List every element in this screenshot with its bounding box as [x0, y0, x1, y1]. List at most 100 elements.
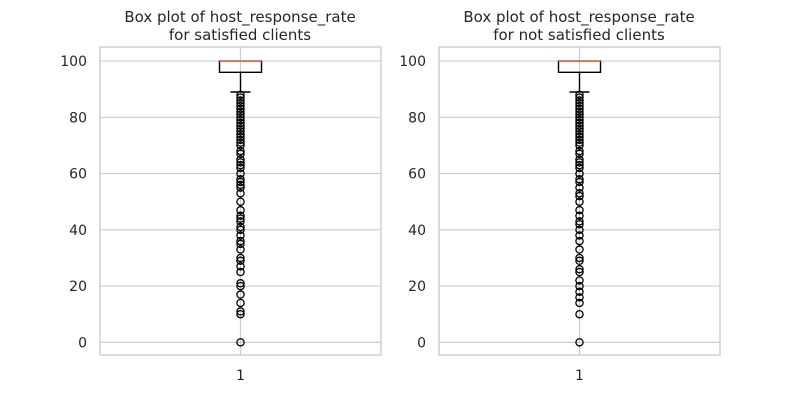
- outlier-point: [236, 135, 245, 145]
- outlier-point: [236, 262, 245, 271]
- chart-title-line-2: for satisfied clients: [169, 26, 311, 44]
- outlier-point: [236, 205, 245, 215]
- outlier-point: [575, 338, 584, 347]
- outlier-point: [236, 174, 245, 184]
- outlier-point: [236, 113, 245, 122]
- outlier-point: [236, 211, 245, 221]
- outlier-point: [575, 124, 584, 133]
- chart-title-line-1: Box plot of host_response_rate: [124, 8, 355, 27]
- outlier-point: [575, 113, 584, 122]
- y-tick-label: 0: [78, 335, 87, 351]
- outlier-point: [236, 267, 245, 277]
- outlier-point: [236, 180, 245, 190]
- chart-title-line-1: Box plot of host_response_rate: [463, 8, 694, 27]
- outlier-point: [575, 93, 584, 102]
- outlier-point: [236, 127, 245, 136]
- outlier-point: [575, 99, 584, 108]
- outlier-point: [236, 149, 245, 159]
- outlier-point: [236, 99, 245, 108]
- outlier-point: [575, 121, 584, 131]
- outlier-point: [236, 256, 245, 266]
- outlier-point: [575, 293, 584, 302]
- outlier-point: [575, 197, 584, 206]
- outlier-point: [575, 225, 584, 235]
- outlier-point: [575, 110, 584, 119]
- outlier-point: [236, 183, 245, 192]
- outlier-point: [575, 129, 584, 139]
- outlier-point: [575, 155, 584, 164]
- outlier-point: [236, 253, 245, 263]
- outlier-point: [236, 132, 245, 142]
- outlier-point: [575, 189, 584, 198]
- outlier-point: [236, 110, 245, 119]
- outlier-point: [575, 177, 584, 187]
- outlier-point: [575, 163, 584, 173]
- outlier-point: [575, 236, 584, 246]
- outlier-point: [236, 169, 245, 178]
- outlier-point: [575, 174, 584, 184]
- outlier-point: [236, 138, 245, 147]
- x-tick-label: 1: [236, 368, 245, 384]
- outlier-point: [575, 256, 584, 266]
- outlier-point: [575, 245, 584, 254]
- outlier-point: [575, 169, 584, 178]
- y-tick-label: 0: [417, 335, 426, 351]
- outlier-point: [236, 96, 245, 105]
- outlier-point: [236, 146, 245, 156]
- outlier-point: [575, 217, 584, 226]
- outlier-point: [236, 155, 245, 164]
- y-tick-label: 80: [408, 110, 426, 126]
- outlier-point: [575, 183, 584, 192]
- outlier-point: [236, 115, 245, 125]
- plot-frame: [438, 46, 721, 356]
- outlier-point: [236, 101, 245, 111]
- outlier-point: [236, 163, 245, 173]
- chart-panel-satisfied: Box plot of host_response_rate for satis…: [60, 8, 382, 384]
- outlier-point: [236, 217, 245, 226]
- y-tick-label: 100: [399, 54, 426, 70]
- outlier-point: [236, 124, 245, 133]
- outlier-point: [575, 135, 584, 145]
- outlier-point: [575, 138, 584, 147]
- outlier-point: [575, 141, 584, 150]
- outlier-point: [236, 245, 245, 254]
- outlier-point: [236, 177, 245, 187]
- outlier-point: [236, 307, 245, 316]
- outlier-point: [236, 290, 245, 299]
- outlier-point: [236, 93, 245, 102]
- y-tick-label: 100: [60, 54, 87, 70]
- outlier-point: [236, 281, 245, 291]
- outlier-point: [575, 104, 584, 114]
- y-tick-label: 80: [69, 110, 87, 126]
- outlier-point: [575, 281, 584, 291]
- outlier-point: [575, 191, 584, 201]
- chart-panel-not-satisfied: Box plot of host_response_rate for not s…: [399, 8, 721, 384]
- y-tick-label: 20: [69, 279, 87, 295]
- outlier-point: [575, 287, 584, 296]
- outlier-point: [236, 222, 245, 232]
- outlier-point: [575, 211, 584, 221]
- outlier-point: [236, 236, 245, 246]
- outlier-point: [236, 231, 245, 240]
- outlier-point: [236, 104, 245, 114]
- y-tick-label: 60: [69, 167, 87, 183]
- y-tick-label: 60: [408, 167, 426, 183]
- outlier-point: [236, 121, 245, 131]
- outlier-point: [575, 146, 584, 156]
- outlier-point: [575, 96, 584, 105]
- outlier-point: [575, 231, 584, 240]
- x-tick-label: 1: [575, 368, 584, 384]
- outlier-point: [575, 264, 584, 274]
- outlier-point: [575, 253, 584, 263]
- outlier-point: [575, 115, 584, 125]
- outlier-point: [236, 338, 245, 347]
- outlier-point: [575, 132, 584, 142]
- chart-title-line-2: for not satisfied clients: [493, 26, 665, 44]
- outlier-point: [236, 189, 245, 198]
- y-tick-label: 40: [69, 223, 87, 239]
- outlier-point: [236, 129, 245, 139]
- outlier-point: [236, 225, 245, 235]
- outlier-point: [575, 158, 584, 167]
- outlier-point: [236, 309, 245, 319]
- outlier-point: [575, 219, 584, 229]
